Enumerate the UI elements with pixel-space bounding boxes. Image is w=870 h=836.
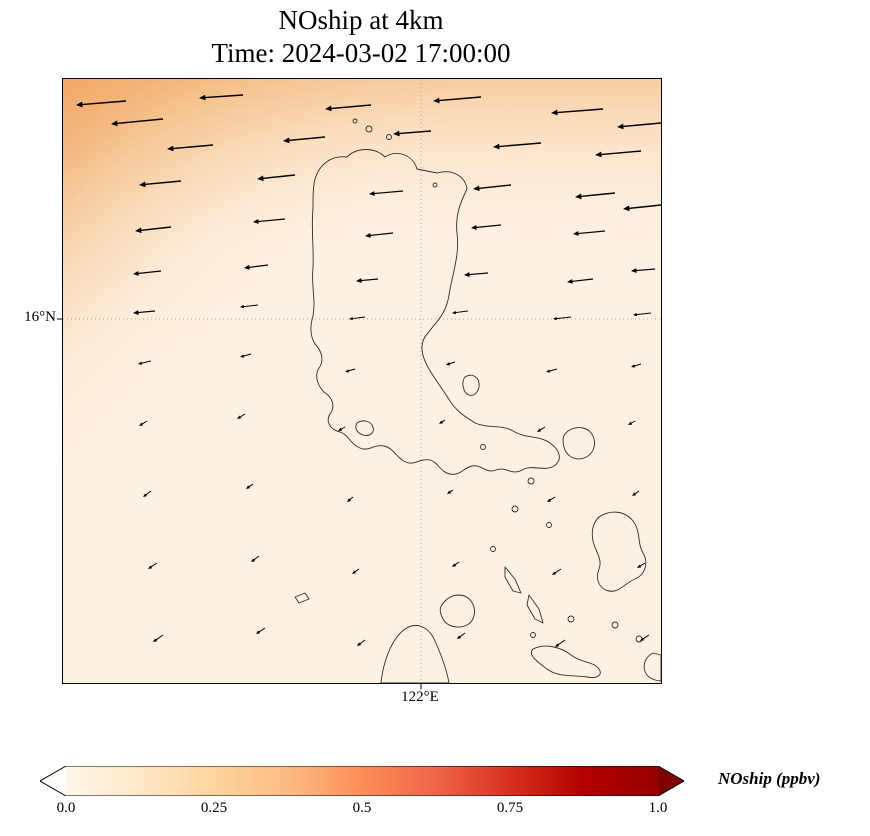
- chart-subtitle: Time: 2024-03-02 17:00:00: [211, 37, 511, 68]
- colorbar-canvas: [40, 766, 684, 796]
- coastlines: [294, 118, 662, 684]
- colorbar-over-arrow: [658, 766, 684, 796]
- map-plot: [57, 78, 662, 689]
- gridlines: [63, 79, 661, 683]
- chart-title-block: NOship at 4km Time: 2024-03-02 17:00:00: [62, 4, 660, 70]
- colorbar: 0.0 0.25 0.5 0.75 1.0: [40, 766, 684, 822]
- colorbar-tick-0: 0.0: [56, 800, 76, 816]
- colorbar-tick-1: 1.0: [648, 800, 668, 816]
- colorbar-tick-075: 0.75: [496, 800, 524, 816]
- y-axis-tick-label: 16°N: [24, 309, 56, 325]
- axis-ticks: [57, 318, 422, 689]
- colorbar-label: NOship (ppbv): [718, 769, 821, 788]
- colorbar-tick-025: 0.25: [200, 800, 228, 816]
- luzon-coastline: [310, 149, 560, 475]
- concentration-field: [63, 79, 661, 683]
- chart-title: NOship at 4km: [278, 5, 444, 35]
- colorbar-tick-05: 0.5: [352, 800, 372, 816]
- map-plot-canvas: [57, 79, 662, 689]
- wind-vectors: [76, 94, 662, 647]
- x-axis-tick-label: 122°E: [401, 689, 439, 705]
- islet-dots: [352, 118, 643, 643]
- colorbar-gradient-bar: [66, 766, 658, 796]
- colorbar-under-arrow: [40, 766, 66, 796]
- island-outlines: [294, 374, 662, 684]
- lake-outline: [355, 420, 374, 436]
